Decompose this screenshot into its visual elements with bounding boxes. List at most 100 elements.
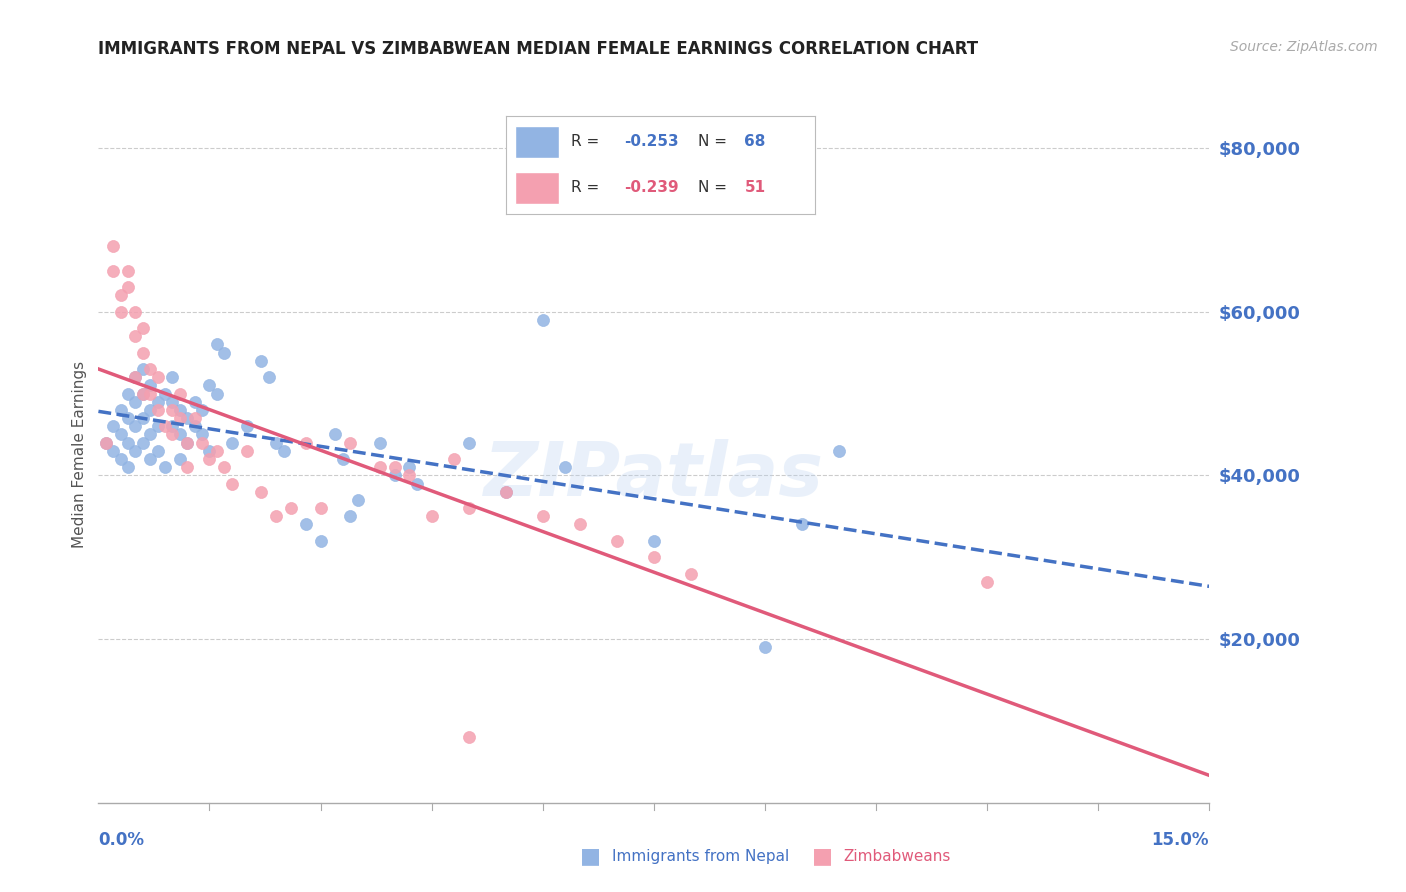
Point: [273, 443, 295, 458]
Text: -0.253: -0.253: [624, 134, 678, 149]
Point: [198, 378, 221, 392]
FancyBboxPatch shape: [516, 172, 558, 204]
Point: [139, 452, 162, 467]
Point: [124, 419, 146, 434]
Point: [110, 288, 132, 302]
Y-axis label: Median Female Earnings: Median Female Earnings: [72, 361, 87, 549]
Point: [103, 264, 125, 278]
Point: [531, 509, 554, 524]
Point: [169, 403, 191, 417]
Point: [117, 386, 139, 401]
Text: IMMIGRANTS FROM NEPAL VS ZIMBABWEAN MEDIAN FEMALE EARNINGS CORRELATION CHART: IMMIGRANTS FROM NEPAL VS ZIMBABWEAN MEDI…: [98, 40, 979, 58]
Point: [139, 378, 162, 392]
Point: [457, 435, 479, 450]
FancyBboxPatch shape: [516, 126, 558, 158]
Point: [221, 476, 243, 491]
Point: [346, 492, 368, 507]
Point: [162, 427, 184, 442]
Point: [176, 435, 198, 450]
Point: [146, 443, 169, 458]
Point: [495, 484, 517, 499]
Text: N =: N =: [697, 134, 731, 149]
Point: [162, 394, 184, 409]
Point: [169, 452, 191, 467]
Text: Immigrants from Nepal: Immigrants from Nepal: [612, 849, 789, 863]
Point: [124, 304, 146, 318]
Point: [754, 640, 776, 655]
Point: [643, 550, 665, 565]
Point: [169, 427, 191, 442]
Point: [162, 403, 184, 417]
Point: [139, 362, 162, 376]
Point: [132, 345, 155, 359]
Text: 51: 51: [744, 180, 765, 195]
Point: [214, 460, 236, 475]
Point: [117, 411, 139, 425]
Point: [257, 370, 280, 384]
Point: [457, 731, 479, 745]
Point: [264, 435, 287, 450]
Point: [443, 452, 465, 467]
Point: [103, 239, 125, 253]
Point: [294, 517, 316, 532]
Text: N =: N =: [697, 180, 731, 195]
Point: [198, 443, 221, 458]
Point: [191, 435, 214, 450]
Point: [198, 452, 221, 467]
Point: [110, 304, 132, 318]
Point: [420, 509, 443, 524]
Text: 68: 68: [744, 134, 766, 149]
Point: [146, 370, 169, 384]
Point: [117, 280, 139, 294]
Point: [103, 443, 125, 458]
Point: [332, 452, 354, 467]
Point: [94, 435, 117, 450]
Text: -0.239: -0.239: [624, 180, 678, 195]
Text: 0.0%: 0.0%: [98, 830, 145, 848]
Point: [205, 443, 228, 458]
Text: Source: ZipAtlas.com: Source: ZipAtlas.com: [1230, 40, 1378, 54]
Point: [221, 435, 243, 450]
Point: [139, 403, 162, 417]
Point: [235, 419, 257, 434]
Point: [309, 501, 332, 516]
Point: [250, 484, 273, 499]
Point: [214, 345, 236, 359]
Point: [132, 362, 155, 376]
Text: R =: R =: [571, 134, 605, 149]
Text: 15.0%: 15.0%: [1152, 830, 1209, 848]
Text: ■: ■: [581, 847, 600, 866]
Point: [162, 370, 184, 384]
Point: [325, 427, 347, 442]
Point: [94, 435, 117, 450]
Point: [176, 435, 198, 450]
Point: [235, 443, 257, 458]
Point: [139, 386, 162, 401]
Point: [132, 386, 155, 401]
Point: [280, 501, 302, 516]
Point: [124, 329, 146, 343]
Point: [110, 403, 132, 417]
Point: [103, 419, 125, 434]
Point: [495, 484, 517, 499]
Point: [568, 517, 591, 532]
Point: [117, 435, 139, 450]
Point: [117, 264, 139, 278]
Point: [531, 313, 554, 327]
Point: [132, 435, 155, 450]
Point: [176, 460, 198, 475]
Point: [153, 419, 176, 434]
Point: [183, 419, 205, 434]
Point: [124, 370, 146, 384]
Point: [205, 386, 228, 401]
Point: [294, 435, 316, 450]
Point: [828, 443, 851, 458]
Point: [124, 394, 146, 409]
Text: Zimbabweans: Zimbabweans: [844, 849, 950, 863]
Point: [339, 435, 361, 450]
Point: [153, 460, 176, 475]
Point: [153, 386, 176, 401]
Text: ZIPatlas: ZIPatlas: [484, 439, 824, 512]
Point: [790, 517, 813, 532]
Point: [384, 460, 406, 475]
